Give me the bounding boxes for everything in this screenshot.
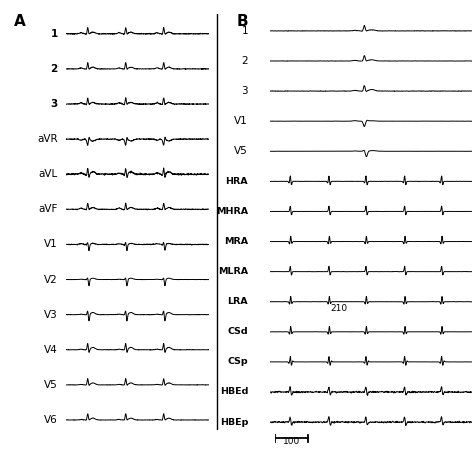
Text: 210: 210 (330, 304, 348, 313)
Text: 2: 2 (241, 56, 248, 66)
Text: 1: 1 (241, 26, 248, 36)
Text: HRA: HRA (226, 177, 248, 186)
Text: A: A (14, 14, 26, 29)
Text: V4: V4 (44, 345, 58, 355)
Text: aVF: aVF (38, 204, 58, 214)
Text: V5: V5 (234, 146, 248, 156)
Text: HBEp: HBEp (219, 418, 248, 427)
Text: MHRA: MHRA (216, 207, 248, 216)
Text: aVR: aVR (37, 134, 58, 144)
Text: aVL: aVL (38, 169, 58, 179)
Text: B: B (237, 14, 249, 29)
Text: V3: V3 (44, 310, 58, 320)
Text: V2: V2 (44, 275, 58, 284)
Text: V6: V6 (44, 415, 58, 425)
Text: V1: V1 (44, 240, 58, 250)
Text: V1: V1 (234, 116, 248, 126)
Text: CSp: CSp (228, 357, 248, 366)
Text: MRA: MRA (224, 237, 248, 246)
Text: 3: 3 (241, 86, 248, 96)
Text: MLRA: MLRA (218, 267, 248, 276)
Text: 2: 2 (51, 64, 58, 74)
Text: HBEd: HBEd (219, 387, 248, 396)
Text: 100: 100 (283, 437, 300, 446)
Text: LRA: LRA (228, 297, 248, 306)
Text: 1: 1 (51, 29, 58, 39)
Text: 3: 3 (51, 99, 58, 109)
Text: CSd: CSd (228, 328, 248, 336)
Text: V5: V5 (44, 380, 58, 390)
